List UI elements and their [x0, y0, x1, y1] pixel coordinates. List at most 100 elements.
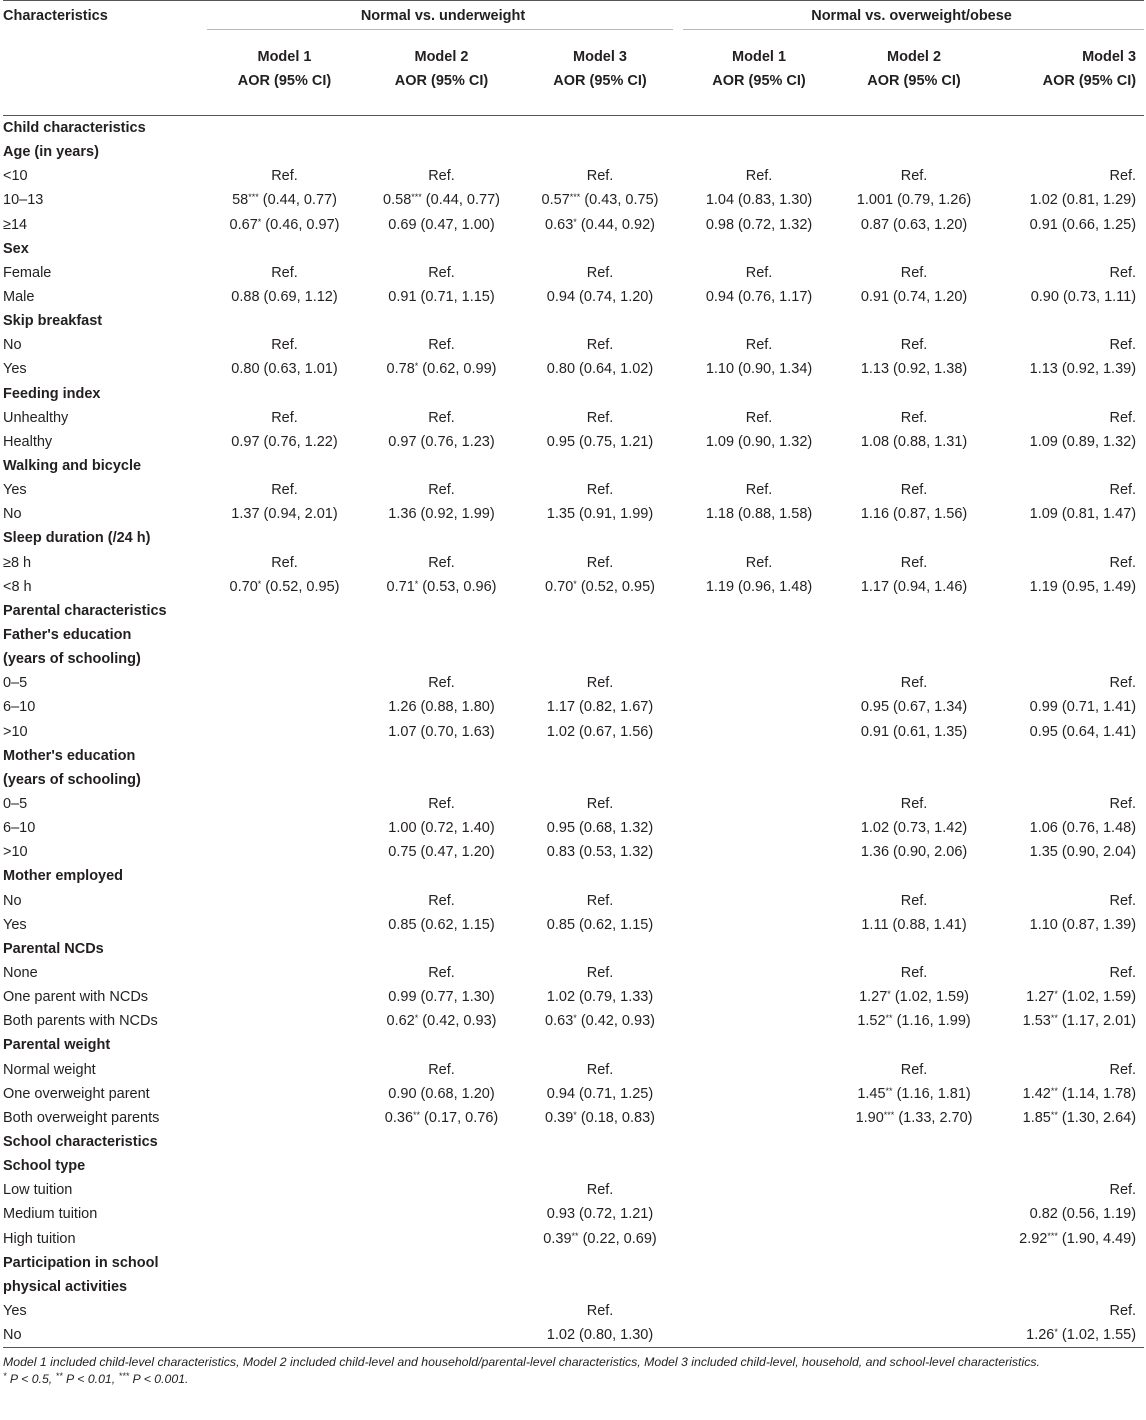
estimate-cell: Ref.: [586, 964, 614, 981]
estimate-cell: 0.97 (0.76, 1.23): [388, 433, 495, 450]
estimate-cell: [207, 840, 362, 864]
variable-label: School type: [3, 1158, 86, 1175]
estimate-cell: 1.04 (0.83, 1.30): [705, 192, 813, 209]
estimate-cell: [679, 913, 839, 937]
variable-label: Walking and bicycle: [3, 458, 142, 475]
estimate-cell: [989, 309, 1144, 333]
estimate-cell: [679, 1106, 839, 1130]
model-header: Model 3 AOR (95% CI): [989, 36, 1145, 116]
estimate-cell: [839, 1154, 989, 1178]
table-row: Yes Ref. Ref.: [3, 1299, 1144, 1323]
estimate-cell: 1.10 (0.90, 1.34): [705, 361, 813, 378]
estimate-cell: 1.27* (1.02, 1.59): [859, 989, 969, 1006]
category-label: No: [3, 1323, 207, 1349]
estimate-cell: 1.37 (0.94, 2.01): [231, 506, 338, 523]
subheader-row: Father's education: [3, 623, 1144, 647]
variable-label: physical activities: [3, 1278, 128, 1295]
estimate-cell: 1.90*** (1.33, 2.70): [855, 1109, 973, 1126]
estimate-cell: 2.92*** (1.90, 4.49): [1019, 1230, 1137, 1247]
estimate-cell: [679, 1251, 839, 1275]
estimate-cell: [521, 1154, 679, 1178]
estimate-cell: 1.26* (1.02, 1.55): [989, 1323, 1145, 1349]
table-row: Male 0.88 (0.69, 1.12) 0.91 (0.71, 1.15) 0.…: [3, 285, 1144, 309]
estimate-cell: [207, 526, 362, 550]
estimate-cell: Ref.: [428, 675, 455, 692]
estimate-cell: [989, 237, 1144, 261]
estimate-cell: [679, 1009, 839, 1033]
estimate-cell: Ref.: [1109, 264, 1137, 281]
estimate-cell: [839, 599, 989, 623]
estimate-cell: [207, 1033, 362, 1057]
section-row: School characteristics: [3, 1130, 1144, 1154]
category-label: Female: [3, 264, 52, 281]
category-label: Both parents with NCDs: [3, 1013, 158, 1030]
empty-header-cell: [3, 36, 207, 116]
estimate-cell: 1.02 (0.80, 1.30): [521, 1323, 680, 1349]
category-label: 0–5: [3, 796, 28, 812]
category-label: >10: [3, 844, 28, 861]
estimate-cell: [989, 647, 1144, 671]
estimate-cell: 1.35 (0.91, 1.99): [546, 506, 654, 523]
estimate-cell: [521, 140, 679, 164]
estimate-cell: [839, 937, 989, 961]
estimate-cell: [839, 768, 989, 792]
estimate-cell: [839, 309, 989, 333]
estimate-cell: Ref.: [586, 796, 614, 812]
variable-label: Father's education: [3, 627, 132, 644]
estimate-cell: [679, 1226, 839, 1250]
estimate-cell: [362, 382, 521, 406]
estimate-cell: 1.42** (1.14, 1.78): [1022, 1085, 1137, 1102]
variable-label: Feeding index: [3, 385, 101, 402]
estimate-cell: [989, 116, 1144, 141]
estimate-cell: [207, 864, 362, 888]
estimate-cell: [362, 744, 521, 768]
estimate-cell: Ref.: [745, 264, 773, 281]
estimate-cell: 0.90 (0.73, 1.11): [1030, 289, 1137, 306]
estimate-cell: [679, 937, 839, 961]
estimate-cell: 1.08 (0.88, 1.31): [860, 433, 968, 450]
estimate-cell: [362, 623, 521, 647]
category-label: ≥14: [3, 216, 28, 233]
estimate-cell: [207, 1275, 362, 1299]
estimate-cell: [521, 599, 679, 623]
estimate-cell: Ref.: [428, 264, 455, 281]
estimate-cell: [207, 889, 362, 913]
estimate-cell: 0.95 (0.68, 1.32): [546, 820, 654, 837]
estimate-cell: [989, 526, 1144, 550]
estimate-cell: [207, 1251, 362, 1275]
estimate-cell: Ref.: [900, 168, 928, 185]
estimate-cell: [989, 1275, 1144, 1299]
estimate-cell: [679, 116, 839, 141]
estimate-cell: [362, 309, 521, 333]
estimate-cell: [679, 647, 839, 671]
estimate-cell: [521, 526, 679, 550]
group-header-overweight: Normal vs. overweight/obese: [679, 0, 1145, 36]
variable-label: Participation in school: [3, 1254, 159, 1271]
variable-label: Mother employed: [3, 868, 124, 885]
estimate-cell: [207, 1057, 362, 1081]
estimate-cell: [362, 237, 521, 261]
estimate-cell: [679, 526, 839, 550]
estimate-cell: 1.17 (0.82, 1.67): [546, 699, 654, 716]
estimate-cell: [839, 1299, 989, 1323]
estimate-cell: Ref.: [271, 554, 298, 571]
estimate-cell: [362, 1251, 521, 1275]
table-row: >10 1.07 (0.70, 1.63) 1.02 (0.67, 1.56) 0.9…: [3, 720, 1144, 744]
estimate-cell: [521, 623, 679, 647]
category-label: One overweight parent: [3, 1085, 150, 1102]
estimate-cell: [989, 382, 1144, 406]
estimate-cell: [207, 1178, 362, 1202]
estimate-cell: Ref.: [1109, 409, 1137, 426]
estimate-cell: [989, 1251, 1144, 1275]
estimate-cell: [679, 237, 839, 261]
table-row: Both parents with NCDs 0.62* (0.42, 0.93)…: [3, 1009, 1144, 1033]
estimate-cell: [362, 454, 521, 478]
estimate-cell: 0.99 (0.71, 1.41): [1029, 699, 1137, 716]
estimate-cell: Ref.: [428, 482, 455, 499]
estimate-cell: Ref.: [1109, 964, 1137, 981]
results-table: Characteristics Normal vs. underweight N…: [3, 0, 1145, 1349]
estimate-cell: [207, 623, 362, 647]
estimate-cell: 0.91 (0.71, 1.15): [388, 289, 495, 306]
estimate-cell: 0.85 (0.62, 1.15): [546, 916, 654, 933]
estimate-cell: [521, 768, 679, 792]
